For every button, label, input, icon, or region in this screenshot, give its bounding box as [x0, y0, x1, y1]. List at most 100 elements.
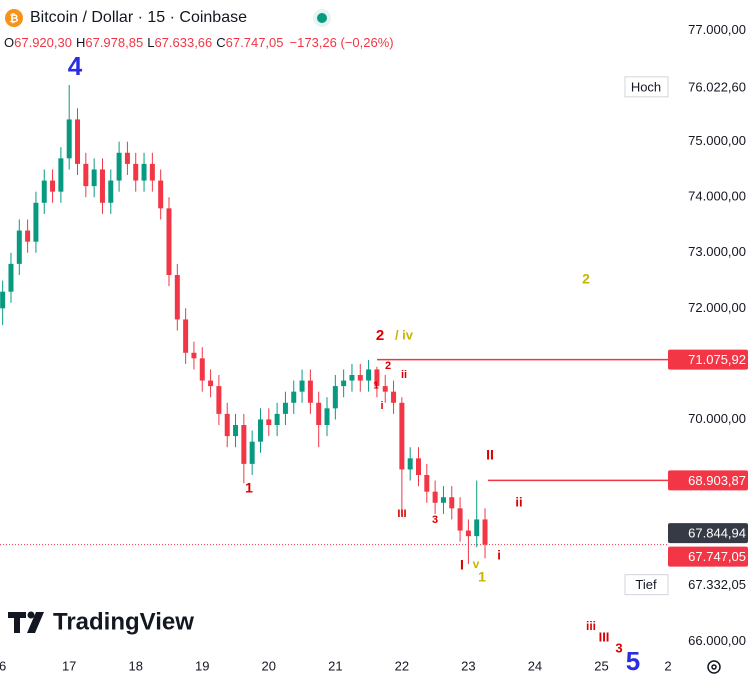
candle-body	[8, 263, 14, 292]
chart-title: Bitcoin / Dollar · 15 · Coinbase	[30, 9, 247, 26]
candle-body	[424, 475, 430, 492]
candle-body	[291, 391, 297, 403]
wave-label: 2	[376, 327, 384, 344]
candle-body	[399, 402, 405, 470]
extreme-name-box	[624, 76, 669, 98]
candle-body	[191, 352, 197, 359]
candle-body	[366, 369, 372, 381]
legend-value: 67.920,30	[14, 35, 72, 50]
wave-label: I	[460, 557, 464, 573]
wave-label: i	[380, 400, 383, 412]
wave-label: i	[497, 547, 501, 562]
candle-body	[241, 425, 247, 464]
wave-label: 2	[582, 271, 590, 287]
candle-body	[124, 152, 130, 164]
candle-body	[357, 375, 363, 381]
wave-label: 3	[615, 640, 622, 655]
candle-body	[41, 180, 47, 203]
candle-body	[58, 158, 64, 192]
wave-label: 1	[245, 480, 253, 496]
legend-key: H	[76, 35, 85, 50]
candle-body	[324, 408, 330, 425]
extreme-value: 76.022,60	[688, 79, 746, 94]
price-label-box	[668, 349, 748, 370]
y-tick-label: 70.000,00	[688, 411, 746, 426]
y-tick-label: 75.000,00	[688, 133, 746, 148]
legend-change: −173,26 (−0,26%)	[290, 35, 394, 50]
wave-label: 4	[68, 51, 83, 81]
candle-body	[391, 391, 397, 403]
wave-label: 5	[626, 646, 640, 676]
candle-body	[266, 419, 272, 425]
candle-body	[66, 119, 72, 159]
wave-label: III	[599, 629, 610, 644]
legend-value: 67.747,05	[226, 35, 284, 50]
candle-body	[233, 425, 239, 437]
candle-body	[108, 180, 114, 203]
candle-body	[457, 508, 463, 531]
brand-logo	[8, 611, 44, 633]
candle-body	[440, 497, 446, 503]
x-tick-label: 25	[594, 658, 608, 673]
wave-label: ii	[515, 494, 522, 509]
candle-body	[50, 180, 56, 192]
wave-label: III	[397, 508, 406, 520]
legend-value: 67.978,85	[85, 35, 143, 50]
extreme-name: Hoch	[631, 79, 661, 94]
candle-body	[307, 380, 313, 403]
x-tick-label: 6	[0, 658, 6, 673]
wave-label: / iv	[395, 327, 414, 342]
wave-label: iii	[586, 619, 596, 633]
candle-body	[299, 380, 305, 392]
wave-label: ii	[401, 369, 407, 381]
x-tick-label: 18	[128, 658, 142, 673]
candle-body	[208, 380, 214, 387]
candle-body	[474, 519, 480, 537]
legend-key: C	[216, 35, 225, 50]
wave-label: 1	[373, 381, 379, 392]
candle-body	[158, 180, 164, 209]
legend-value: 67.633,66	[154, 35, 212, 50]
candle-body	[166, 208, 172, 275]
extreme-name-box	[624, 574, 669, 596]
x-tick-label: 19	[195, 658, 209, 673]
candle-body	[332, 386, 338, 409]
wave-label: II	[486, 447, 494, 463]
candle-body	[382, 386, 388, 392]
candle-body	[133, 163, 139, 181]
settings-button[interactable]	[707, 660, 721, 674]
x-tick-label: 24	[528, 658, 542, 673]
price-label-box	[668, 523, 748, 544]
candle-body	[199, 358, 205, 381]
plot-area: 66.000,00 70.000,00 72.000,00 73.000,00 74.0…	[0, 22, 746, 673]
y-tick-label: 66.000,00	[688, 633, 746, 648]
candle-body	[224, 413, 230, 437]
wave-label: v	[473, 557, 480, 571]
candle-body	[141, 163, 147, 181]
candle-body	[465, 530, 471, 537]
price-label-box	[668, 470, 748, 491]
candle-body	[0, 291, 6, 309]
candle-body	[83, 163, 89, 187]
x-tick-label: 21	[328, 658, 342, 673]
candle-body	[16, 230, 22, 264]
overlay: 71.075,92 68.903,87 67.844,94 67.747,05 Hoch…	[68, 51, 748, 676]
candle-body	[116, 152, 122, 181]
extreme-value: 67.332,05	[688, 577, 746, 592]
extreme-name: Tief	[635, 577, 657, 592]
candle-body	[316, 402, 322, 425]
x-tick-label: 23	[461, 658, 475, 673]
candle-body	[257, 419, 263, 442]
x-tick-label: 2	[664, 658, 671, 673]
candle-body	[449, 497, 455, 509]
candle-body	[416, 458, 421, 475]
candle-body	[25, 230, 31, 242]
y-tick-label: 73.000,00	[688, 244, 746, 259]
wave-label: 1	[478, 569, 486, 585]
coin-icon	[5, 9, 23, 27]
candle-body	[249, 441, 255, 464]
ohlc-legend: O67.920,30 H67.978,85 L67.633,66 C67.747,05…	[4, 35, 394, 50]
legend-key: L	[147, 35, 154, 50]
